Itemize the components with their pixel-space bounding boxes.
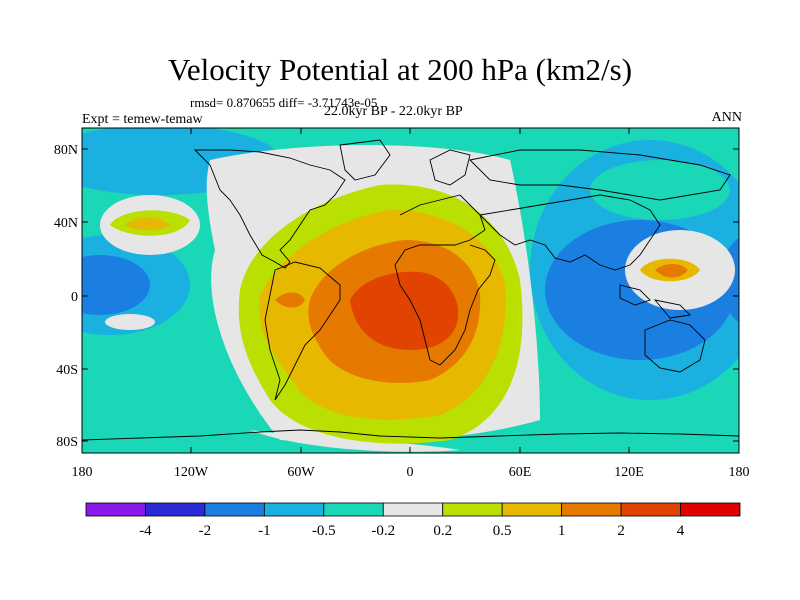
colorbar-label: -4 bbox=[139, 523, 152, 539]
colorbar-label: 2 bbox=[617, 523, 625, 539]
colorbar-label: 0.2 bbox=[433, 523, 452, 539]
lon-tick-label: 120W bbox=[174, 465, 209, 480]
lon-tick-label: 120E bbox=[614, 465, 644, 480]
colorbar bbox=[85, 502, 741, 517]
experiment-label: Expt = temew-temaw bbox=[82, 112, 203, 127]
coastlines bbox=[82, 139, 739, 441]
colorbar-swatch bbox=[263, 502, 325, 517]
contour-field bbox=[82, 128, 739, 453]
lat-tick-label: 0 bbox=[71, 290, 78, 305]
colorbar-label: 0.5 bbox=[493, 523, 512, 539]
lat-tick-label: 40N bbox=[54, 216, 78, 231]
colorbar-swatch bbox=[323, 502, 384, 517]
lon-tick-label: 180 bbox=[729, 465, 750, 480]
lon-tick-label: 0 bbox=[407, 465, 414, 480]
lat-tick-label: 80S bbox=[56, 435, 78, 450]
colorbar-label: -1 bbox=[258, 523, 271, 539]
lat-tick-label: 40S bbox=[56, 363, 78, 378]
colorbar-swatch bbox=[620, 502, 681, 517]
colorbar-label: -2 bbox=[199, 523, 212, 539]
lon-tick-label: 180 bbox=[72, 465, 93, 480]
colorbar-swatch bbox=[204, 502, 265, 517]
tick-marks bbox=[82, 128, 739, 453]
colorbar-label: -0.5 bbox=[312, 523, 336, 539]
colorbar-swatch bbox=[145, 502, 206, 517]
colorbar-swatch bbox=[85, 502, 146, 517]
period-label: 22.0kyr BP - 22.0kyr BP bbox=[324, 104, 463, 119]
colorbar-swatch bbox=[382, 502, 444, 517]
colorbar-swatch bbox=[501, 502, 563, 517]
lon-tick-label: 60E bbox=[509, 465, 532, 480]
colorbar-label: -0.2 bbox=[371, 523, 395, 539]
season-label: ANN bbox=[711, 110, 742, 125]
colorbar-swatch bbox=[680, 502, 741, 517]
colorbar-label: 1 bbox=[558, 523, 566, 539]
colorbar-labels: -4 -2 -1 -0.5 -0.2 0.2 0.5 1 2 4 bbox=[139, 523, 685, 539]
lat-tick-label: 80N bbox=[54, 143, 78, 158]
plot-title: Velocity Potential at 200 hPa (km2/s) bbox=[167, 52, 633, 87]
colorbar-label: 4 bbox=[677, 523, 685, 539]
colorbar-swatch bbox=[442, 502, 503, 517]
stats-label: rmsd= 0.870655 diff= -3.71743e-05 bbox=[190, 95, 378, 110]
colorbar-swatch bbox=[561, 502, 622, 517]
lon-tick-label: 60W bbox=[287, 465, 315, 480]
